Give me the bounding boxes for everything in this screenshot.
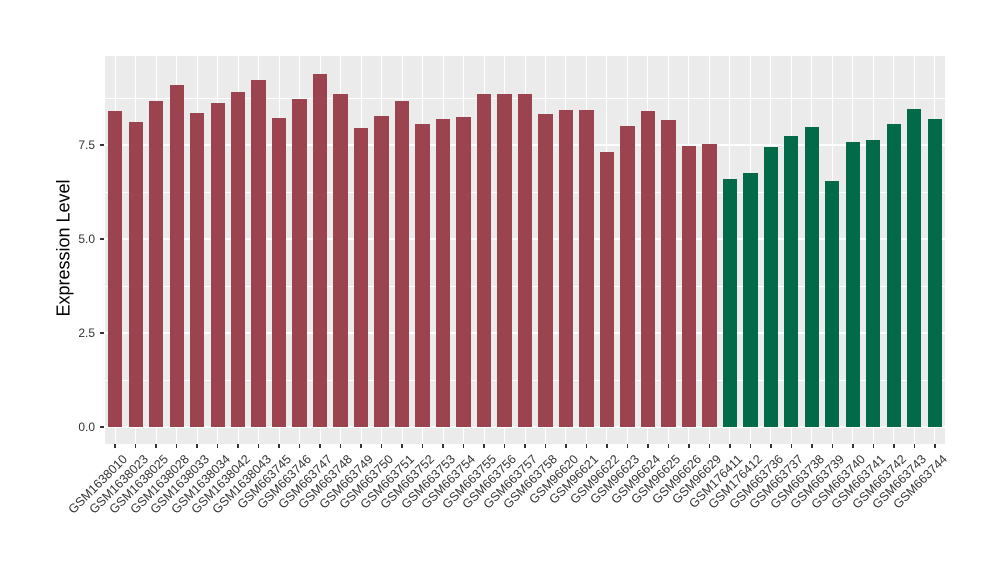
bar <box>886 123 901 427</box>
bar <box>169 85 184 427</box>
bar <box>210 102 225 427</box>
y-tick-mark <box>100 144 104 146</box>
bar <box>784 135 799 427</box>
y-tick-label: 5.0 <box>78 232 95 246</box>
bar <box>271 117 287 427</box>
x-tick-mark <box>114 444 116 448</box>
x-tick-mark <box>134 444 137 448</box>
x-tick-mark <box>175 444 178 448</box>
bar <box>620 126 635 427</box>
bar <box>907 108 922 427</box>
x-tick-mark <box>462 444 465 448</box>
x-tick-mark <box>319 444 321 448</box>
x-tick-mark <box>688 444 690 448</box>
x-tick-mark <box>729 444 731 448</box>
x-tick-mark <box>872 444 875 448</box>
bar <box>599 152 615 427</box>
bar <box>292 98 307 427</box>
bar <box>722 178 738 427</box>
x-tick-mark <box>647 444 649 448</box>
x-tick-mark <box>524 444 526 448</box>
x-tick-mark <box>852 444 854 448</box>
x-tick-mark <box>339 444 342 448</box>
y-tick-label: 7.5 <box>78 138 95 152</box>
x-tick-mark <box>483 444 485 448</box>
x-tick-mark <box>626 444 629 448</box>
x-tick-mark <box>155 444 157 448</box>
x-tick-mark <box>934 444 936 448</box>
x-tick-mark <box>401 444 403 448</box>
bar <box>681 146 697 427</box>
bar <box>866 140 881 427</box>
x-tick-mark <box>237 444 239 448</box>
bar <box>476 94 492 427</box>
bar <box>190 113 205 427</box>
bar <box>558 109 574 427</box>
plot-panel <box>105 56 945 444</box>
bar <box>825 181 840 427</box>
x-tick-mark <box>257 444 260 448</box>
bar <box>517 93 533 427</box>
bar <box>435 119 451 427</box>
x-tick-mark <box>708 444 711 448</box>
y-tick-label: 2.5 <box>78 326 95 340</box>
x-tick-mark <box>442 444 444 448</box>
bar <box>743 173 758 427</box>
x-tick-mark <box>421 444 424 448</box>
bar <box>231 91 246 427</box>
bar <box>353 128 369 427</box>
bar <box>312 73 328 427</box>
x-tick-mark <box>770 444 772 448</box>
x-tick-mark <box>913 444 916 448</box>
x-tick-mark <box>831 444 834 448</box>
x-tick-mark <box>790 444 793 448</box>
bar <box>538 113 553 427</box>
y-axis-title: Expression Level <box>53 179 74 317</box>
x-tick-mark <box>544 444 547 448</box>
bar <box>845 142 860 427</box>
bar <box>149 101 164 427</box>
y-tick-label: 0.0 <box>78 420 95 434</box>
y-tick-mark <box>100 332 104 334</box>
bar <box>333 93 348 427</box>
bar <box>394 101 410 427</box>
bar <box>579 109 594 427</box>
bar <box>804 127 819 427</box>
y-tick-mark <box>100 426 104 428</box>
bar <box>497 94 512 427</box>
x-tick-mark <box>565 444 567 448</box>
x-tick-mark <box>360 444 362 448</box>
bar <box>927 118 942 427</box>
x-tick-mark <box>196 444 198 448</box>
x-tick-mark <box>893 444 895 448</box>
x-tick-mark <box>503 444 506 448</box>
x-tick-mark <box>278 444 280 448</box>
bar <box>702 144 717 427</box>
bar <box>374 115 389 427</box>
x-tick-mark <box>298 444 301 448</box>
bar <box>456 116 471 427</box>
x-tick-mark <box>811 444 813 448</box>
y-tick-mark <box>100 238 104 240</box>
x-tick-mark <box>216 444 219 448</box>
x-tick-mark <box>380 444 383 448</box>
bar <box>640 110 656 427</box>
x-tick-mark <box>749 444 752 448</box>
bar <box>128 122 143 427</box>
x-tick-mark <box>585 444 588 448</box>
x-tick-mark <box>606 444 608 448</box>
bar <box>415 123 430 427</box>
x-tick-mark <box>667 444 670 448</box>
bar <box>661 119 676 427</box>
bar <box>763 147 778 427</box>
bar <box>251 79 266 427</box>
bar <box>108 110 123 427</box>
